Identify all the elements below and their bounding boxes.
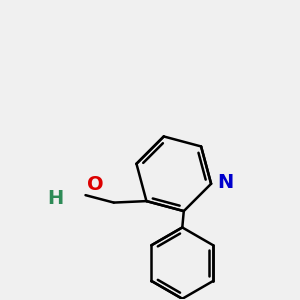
Text: H: H (47, 189, 63, 208)
Text: O: O (87, 175, 104, 194)
Text: N: N (217, 173, 233, 192)
